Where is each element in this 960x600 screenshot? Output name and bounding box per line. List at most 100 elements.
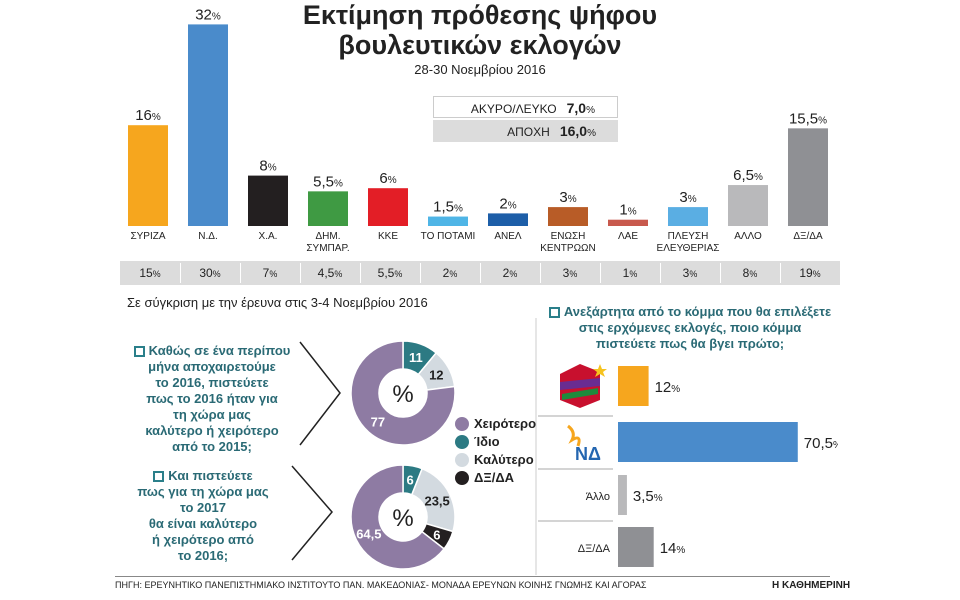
pie-legend-item-3: ΔΞ/ΔΑ — [455, 469, 536, 487]
hbar-value-label-3: 14% — [660, 540, 686, 557]
title-line-2: βουλευτικών εκλογών — [338, 30, 622, 60]
hbar-value-label-1: 70,5% — [804, 435, 838, 452]
question-line: πως το 2016 ήταν για — [146, 391, 278, 406]
bar-value-label-1: 32% — [195, 6, 221, 23]
bar-7 — [548, 207, 588, 226]
category-label-9-1: ΕΛΕΥΘΕΡΙΑΣ — [657, 243, 720, 254]
chart-date: 28-30 Νοεμβρίου 2016 — [414, 62, 546, 77]
checkbox-icon — [548, 307, 560, 318]
bar-0 — [128, 125, 168, 226]
question-line: από το 2015; — [172, 439, 252, 454]
chevron-1 — [299, 341, 341, 446]
winner-expectation-bar-chart: 12% 70,5% 3,5% 14% ΝΔ Άλλο ΔΞ/ΔΑ — [538, 364, 838, 567]
bar-value-label-11: 15,5% — [789, 110, 827, 127]
comparison-value-2: 7% — [262, 266, 278, 280]
bar-10 — [728, 185, 768, 226]
hbar-3 — [618, 527, 654, 567]
hbar-1 — [618, 422, 798, 462]
donut-value-3: 6 — [433, 527, 440, 542]
legend-label: Καλύτερο — [474, 452, 534, 467]
donut-value-0: 77 — [371, 415, 385, 430]
chevron-2 — [291, 465, 333, 561]
donut-value-2: 12 — [429, 368, 443, 383]
legend-invalid-pct: % — [586, 105, 595, 116]
comparison-separator — [720, 263, 721, 283]
legend-abstain-label: ΑΠΟΧΗ — [507, 125, 550, 139]
comparison-separator — [240, 263, 241, 283]
comparison-value-7: 3% — [562, 266, 578, 280]
comparison-value-10: 8% — [742, 266, 758, 280]
bar-value-label-3: 5,5% — [313, 173, 343, 190]
question-line: Ανεξάρτητα από το κόμμα που θα επιλέξετε — [540, 304, 840, 320]
vote-intention-bar-chart: 16% ΣΥΡΙΖΑ 32% Ν.Δ. 8% Χ.Α. 5,5% ΔΗΜ.ΣΥΜΠΑΡ. 6% Κ… — [128, 6, 828, 254]
question-line: ή χειρότερο από — [152, 532, 254, 547]
comparison-value-0: 15% — [139, 266, 161, 280]
legend-abstain: ΑΠΟΧΗ 16,0% — [433, 120, 618, 142]
category-label-3-0: ΔΗΜ. — [315, 231, 340, 242]
comparison-value-5: 2% — [442, 266, 458, 280]
hbar-category-label-2: Άλλο — [586, 491, 610, 503]
brand-logo: Η ΚΑΘΗΜΕΡΙΝΗ — [772, 580, 851, 591]
question-line: το 2017 — [180, 500, 226, 515]
comparison-value-11: 19% — [799, 266, 821, 280]
question-line: καλύτερο ή χειρότερο — [145, 423, 279, 438]
legend-swatch — [455, 417, 469, 431]
comparison-value-4: 5,5% — [377, 266, 403, 280]
checkbox-icon — [133, 346, 145, 357]
donut-value-2: 23,5 — [424, 493, 449, 508]
pie-legend-item-0: Χειρότερο — [455, 415, 536, 433]
question-line: θα είναι καλύτερο — [148, 516, 258, 531]
comparison-separator — [600, 263, 601, 283]
hbar-category-label-3: ΔΞ/ΔΑ — [578, 543, 611, 555]
footer-rule — [115, 576, 830, 577]
comparison-value-9: 3% — [682, 266, 698, 280]
comparison-separator — [540, 263, 541, 283]
donut-value-1: 11 — [409, 350, 423, 365]
question-1: Καθώς σε ένα περίπου μήνα αποχαιρετούμε το… — [122, 343, 302, 455]
comparison-separator — [480, 263, 481, 283]
comparison-value-8: 1% — [622, 266, 638, 280]
category-label-7-1: ΚΕΝΤΡΩΩΝ — [540, 243, 596, 254]
bar-1 — [188, 24, 228, 227]
donut-slice-0 — [350, 340, 456, 446]
legend-label: Χειρότερο — [474, 416, 537, 431]
bar-value-label-4: 6% — [379, 170, 396, 187]
donut-slice-0 — [350, 464, 446, 570]
legend-swatch — [455, 435, 469, 449]
comparison-value-6: 2% — [502, 266, 518, 280]
legend-abstain-value: 16,0 — [559, 123, 588, 139]
comparison-separator — [300, 263, 301, 283]
donut-center-label: % — [392, 505, 413, 532]
question-line: μήνα αποχαιρετούμε — [148, 359, 276, 374]
bar-5 — [428, 216, 468, 226]
bar-8 — [608, 219, 648, 226]
question-3-text: Ανεξάρτητα από το κόμμα που θα επιλέξετε… — [540, 304, 840, 352]
syriza-logo-icon — [560, 364, 607, 408]
legend-invalid-value: 7,0 — [566, 100, 587, 116]
question-3: Ανεξάρτητα από το κόμμα που θα επιλέξετε… — [540, 304, 840, 352]
bar-value-label-8: 1% — [619, 202, 636, 219]
category-label-4-0: ΚΚΕ — [378, 231, 398, 242]
question-line: πιστεύετε πως θα βγει πρώτο; — [595, 336, 785, 351]
comparison-value-3: 4,5% — [317, 266, 343, 280]
category-label-10-0: ΑΛΛΟ — [734, 231, 762, 242]
pie-legend: Χειρότερο Ίδιο Καλύτερο ΔΞ/ΔΑ — [455, 415, 536, 487]
comparison-separator — [420, 263, 421, 283]
title-line-1: Εκτίμηση πρόθεσης ψήφου — [302, 0, 658, 30]
question-line: στις ερχόμενες εκλογές, ποιο κόμμα — [578, 320, 802, 335]
bar-11 — [788, 128, 828, 226]
checkbox-icon — [153, 471, 165, 482]
question-2-text: Και πιστεύετε πως για τη χώρα μας το 2017 θ… — [118, 468, 288, 564]
legend-swatch — [455, 471, 469, 485]
legend-label: Ίδιο — [474, 434, 500, 449]
category-label-11-0: ΔΞ/ΔΑ — [793, 231, 823, 242]
bar-value-label-6: 2% — [499, 195, 516, 212]
chart-title: Εκτίμηση πρόθεσης ψήφου βουλευτικών εκλο… — [0, 0, 960, 60]
bar-value-label-7: 3% — [559, 189, 576, 206]
bar-value-label-0: 16% — [135, 107, 161, 124]
bar-6 — [488, 213, 528, 226]
hbar-value-label-0: 12% — [655, 379, 681, 396]
donut-value-1: 6 — [407, 473, 414, 488]
comparison-value-1: 30% — [199, 266, 221, 280]
